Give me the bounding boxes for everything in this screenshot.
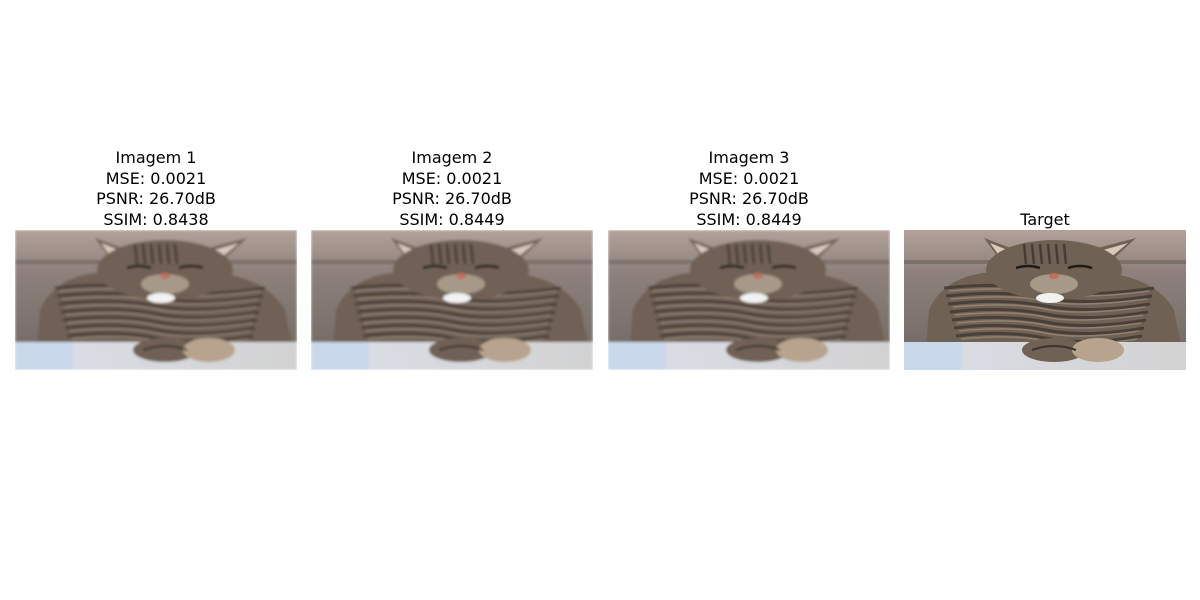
- cat-image-2: [311, 230, 593, 370]
- cat-image-1: [15, 230, 297, 370]
- panel-title-target: Target: [904, 210, 1186, 231]
- ssim-metric: SSIM: 0.8449: [399, 209, 505, 229]
- cat-image-3: [608, 230, 890, 370]
- panel-title-2: Imagem 2 MSE: 0.0021 PSNR: 26.70dB SSIM:…: [311, 148, 593, 230]
- psnr-metric: PSNR: 26.70dB: [689, 189, 809, 208]
- image-panel-target: Target: [904, 142, 1186, 370]
- mse-metric: MSE: 0.0021: [401, 168, 503, 188]
- image-panel-1: Imagem 1 MSE: 0.0021 PSNR: 26.70dB SSIM:…: [15, 142, 297, 370]
- ssim-metric: SSIM: 0.8449: [696, 209, 802, 229]
- panel-name: Imagem 1: [115, 148, 197, 167]
- panel-name: Imagem 2: [411, 148, 493, 167]
- cat-image-target: [904, 230, 1186, 370]
- psnr-metric: PSNR: 26.70dB: [96, 189, 216, 208]
- image-panel-3: Imagem 3 MSE: 0.0021 PSNR: 26.70dB SSIM:…: [608, 142, 890, 370]
- panel-title-1: Imagem 1 MSE: 0.0021 PSNR: 26.70dB SSIM:…: [15, 148, 297, 230]
- panel-title-3: Imagem 3 MSE: 0.0021 PSNR: 26.70dB SSIM:…: [608, 148, 890, 230]
- panel-name: Imagem 3: [708, 148, 790, 167]
- panel-name: Target: [1020, 209, 1070, 229]
- image-panel-2: Imagem 2 MSE: 0.0021 PSNR: 26.70dB SSIM:…: [311, 142, 593, 370]
- mse-metric: MSE: 0.0021: [105, 168, 207, 188]
- mse-metric: MSE: 0.0021: [698, 168, 800, 188]
- psnr-metric: PSNR: 26.70dB: [392, 189, 512, 208]
- ssim-metric: SSIM: 0.8438: [103, 209, 209, 229]
